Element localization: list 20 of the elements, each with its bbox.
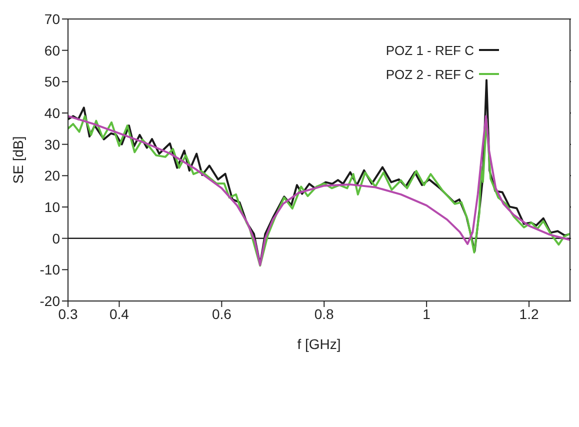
y-tick-label: 0 — [52, 230, 60, 246]
y-tick-label: 70 — [44, 10, 60, 27]
x-tick-label: 0.4 — [109, 306, 130, 322]
x-tick-label: 0.6 — [212, 306, 232, 322]
x-tick-label: 1.2 — [519, 306, 539, 322]
y-tick-label: 10 — [44, 198, 60, 215]
y-tick-label: -20 — [40, 292, 60, 309]
y-axis-title: SE [dB] — [10, 136, 26, 184]
x-tick-label: 0.3 — [58, 306, 78, 322]
y-tick-label: 40 — [44, 104, 60, 121]
y-tick-label: 50 — [44, 74, 60, 90]
y-tick-label: 30 — [44, 136, 60, 152]
y-tick-label: 60 — [44, 42, 60, 58]
legend-label: POZ 2 - REF C — [386, 66, 474, 82]
x-tick-label: 0.8 — [314, 306, 334, 322]
y-tick-label: 20 — [44, 168, 60, 184]
x-axis-title: f [GHz] — [297, 336, 341, 352]
y-tick-label: -10 — [40, 262, 60, 278]
legend-label: POZ 1 - REF C — [386, 42, 474, 58]
x-tick-label: 1 — [422, 306, 431, 322]
